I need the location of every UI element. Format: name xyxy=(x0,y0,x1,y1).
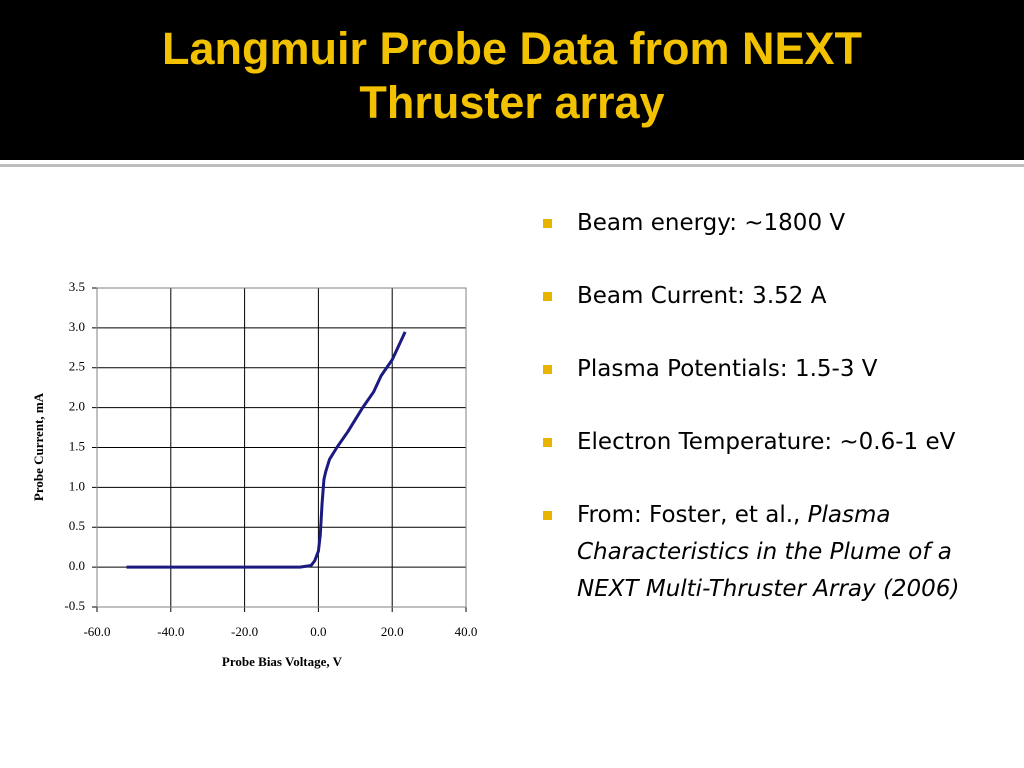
slide-title: Langmuir Probe Data from NEXT Thruster a… xyxy=(161,23,863,128)
bullet-text: Beam energy: ~1800 V xyxy=(577,210,846,236)
y-axis-title: Probe Current, mA xyxy=(31,392,46,501)
x-tick-label: -60.0 xyxy=(83,624,110,639)
x-tick-label: 40.0 xyxy=(455,624,478,639)
plot-border xyxy=(96,287,467,608)
y-tick-label: 3.5 xyxy=(69,279,85,294)
chart: Probe Bias Voltage, V Probe Current, mA … xyxy=(31,279,478,669)
y-tick-label: 1.0 xyxy=(69,478,85,493)
y-tick-label: 1.5 xyxy=(69,438,85,453)
y-tick-label: 2.5 xyxy=(69,359,85,374)
title-bar: Langmuir Probe Data from NEXT Thruster a… xyxy=(0,0,1024,160)
y-tick-label: 0.0 xyxy=(69,558,85,573)
bullet-text: Beam Current: 3.52 A xyxy=(577,283,827,309)
x-axis-title: Probe Bias Voltage, V xyxy=(222,654,343,669)
bullet: From: Foster, et al., Plasma Characteris… xyxy=(540,497,980,608)
y-tick-label: 2.0 xyxy=(69,399,85,414)
data-line xyxy=(126,331,407,569)
x-tick-label: -20.0 xyxy=(231,624,258,639)
y-tick-label: -0.5 xyxy=(64,598,85,613)
divider xyxy=(0,164,1024,167)
x-tick-label: 0.0 xyxy=(310,624,326,639)
y-tick-label: 0.5 xyxy=(69,518,85,533)
x-tick-label: 20.0 xyxy=(381,624,404,639)
bullet: Plasma Potentials: 1.5-3 V xyxy=(540,351,980,388)
x-tick-label: -40.0 xyxy=(157,624,184,639)
bullet-text: Electron Temperature: ~0.6-1 eV xyxy=(577,429,956,455)
bullet-list: Beam energy: ~1800 V Beam Current: 3.52 … xyxy=(540,205,980,644)
bullet: Beam Current: 3.52 A xyxy=(540,278,980,315)
bullet: Beam energy: ~1800 V xyxy=(540,205,980,242)
citation: Plasma Characteristics in the Plume of a… xyxy=(577,502,960,602)
bullet-text: Plasma Potentials: 1.5-3 V xyxy=(577,356,878,382)
bullet-text: From: Foster, et al., xyxy=(577,502,801,528)
y-tick-label: 3.0 xyxy=(69,319,85,334)
bullet: Electron Temperature: ~0.6-1 eV xyxy=(540,424,980,461)
